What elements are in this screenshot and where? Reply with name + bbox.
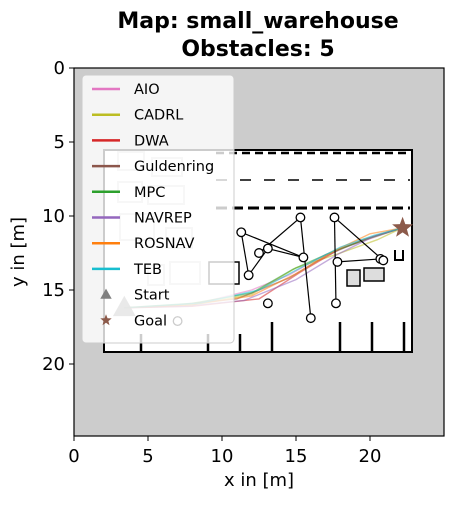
- legend-label-aio: AIO: [134, 82, 160, 98]
- obstacle-waypoint: [329, 212, 340, 223]
- obstacle-path: [337, 258, 381, 263]
- obstacle-path: [267, 247, 304, 259]
- y-tick-label: 5: [54, 132, 65, 153]
- obstacle-waypoint: [262, 243, 273, 254]
- obstacle-path: [248, 248, 269, 276]
- chart-title-line2: Obstacles: 5: [181, 37, 334, 62]
- y-tick-label: 15: [42, 280, 65, 301]
- legend: AIO CADRL DWA Guldenring MPC NAVREP ROSNAV TEB S…: [81, 74, 235, 344]
- x-tick-label: 10: [211, 446, 234, 467]
- obstacle-path: [334, 217, 384, 261]
- legend-label-navrep: NAVREP: [134, 211, 192, 227]
- y-tick-label: 0: [54, 58, 65, 79]
- static-obstacle: [394, 250, 404, 261]
- obstacle-path: [240, 232, 250, 276]
- x-axis-ticks: 0 5 10 15 20: [68, 436, 381, 467]
- obstacle-path: [299, 217, 312, 319]
- obstacle-path: [241, 231, 304, 258]
- y-axis-label: y in [m]: [8, 217, 29, 287]
- goal-marker: [392, 216, 413, 237]
- legend-label-cadrl: CADRL: [134, 108, 183, 124]
- obstacle-waypoint: [331, 298, 341, 309]
- legend-label-teb: TEB: [133, 262, 162, 278]
- static-obstacle: [346, 269, 361, 287]
- chart-title-line1: Map: small_warehouse: [117, 9, 398, 34]
- x-tick-label: 0: [68, 446, 79, 467]
- legend-box: [81, 74, 235, 344]
- obstacle-waypoint: [305, 313, 316, 324]
- legend-label-mpc: MPC: [134, 185, 165, 201]
- y-tick-label: 20: [42, 354, 65, 375]
- legend-label-rosnav: ROSNAV: [134, 236, 195, 252]
- obstacle-waypoint: [243, 270, 254, 281]
- legend-label-start: Start: [134, 288, 170, 304]
- x-axis-label: x in [m]: [224, 470, 294, 491]
- legend-label-dwa: DWA: [134, 133, 169, 149]
- x-tick-label: 20: [359, 446, 382, 467]
- obstacle-waypoint: [378, 255, 389, 266]
- legend-start-icon: [100, 288, 112, 299]
- plot-frame: [73, 67, 445, 437]
- obstacle-waypoint: [236, 227, 247, 238]
- static-obstacle: [363, 267, 385, 282]
- legend-goal-icon: [100, 314, 112, 326]
- legend-label-guldenring: Guldenring: [134, 159, 214, 175]
- x-tick-label: 15: [285, 446, 308, 467]
- x-tick-label: 5: [142, 446, 153, 467]
- obstacle-waypoint: [332, 256, 343, 267]
- obstacle-waypoint: [262, 298, 273, 309]
- y-axis-ticks: 0 5 10 15 20: [42, 58, 74, 375]
- obstacle-waypoint: [298, 252, 309, 263]
- obstacle-waypoint: [295, 212, 306, 223]
- legend-label-goal: Goal: [134, 313, 167, 329]
- obstacle-waypoint: [254, 248, 264, 258]
- y-tick-label: 10: [42, 206, 65, 227]
